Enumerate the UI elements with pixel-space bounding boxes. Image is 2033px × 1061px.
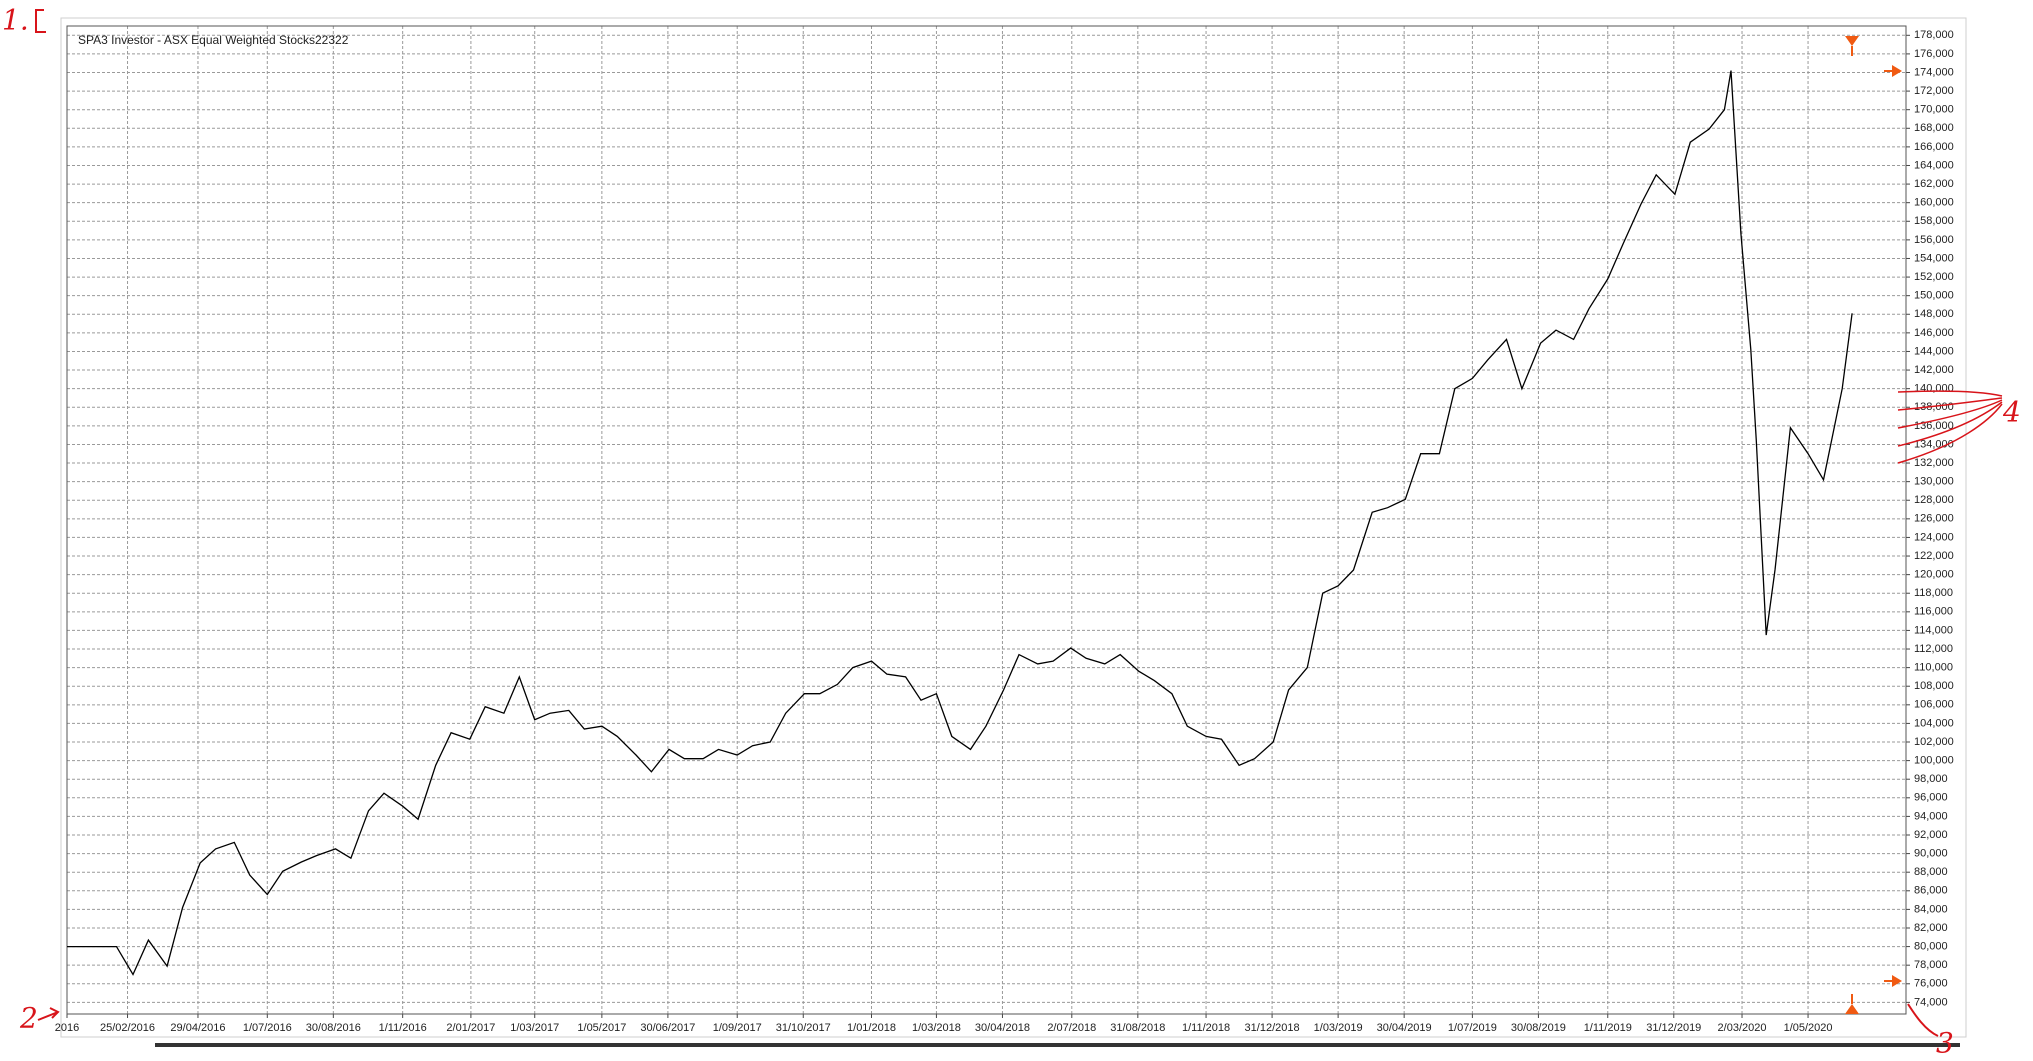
y-tick-label: 160,000 [1914,197,1954,209]
y-tick-label: 168,000 [1914,122,1954,134]
y-tick-label: 138,000 [1914,401,1954,413]
y-tick-label: 122,000 [1914,550,1954,562]
x-tick-label: 31/12/2019 [1646,1022,1701,1034]
y-tick-label: 144,000 [1914,345,1954,357]
y-tick-label: 80,000 [1914,940,1948,952]
y-tick-label: 100,000 [1914,755,1954,767]
y-tick-label: 136,000 [1914,420,1954,432]
y-tick-label: 88,000 [1914,866,1948,878]
x-tick-label: 2/03/2020 [1718,1022,1767,1034]
y-tick-label: 178,000 [1914,29,1954,41]
y-tick-label: 140,000 [1914,383,1954,395]
y-tick-label: 166,000 [1914,141,1954,153]
y-tick-label: 90,000 [1914,848,1948,860]
x-tick-label: 1/05/2020 [1784,1022,1833,1034]
y-tick-label: 162,000 [1914,178,1954,190]
annotation: 4 [2002,396,2021,429]
plot-area: 74,000 76,000 78,000 80,000 82,000 84,000 86,0… [55,25,1954,1034]
marker [1884,975,1902,987]
x-tick-label: 2/01/2017 [446,1022,495,1034]
annotation-lines [1897,390,2003,464]
y-tick-label: 134,000 [1914,438,1954,450]
price-line [67,70,1853,976]
x-tick-label: 1/09/2017 [713,1022,762,1034]
x-tick-label: 1/03/2019 [1314,1022,1363,1034]
y-tick-label: 106,000 [1914,699,1954,711]
x-tick-label: 30/08/2019 [1511,1022,1566,1034]
y-tick-label: 94,000 [1914,810,1948,822]
y-tick-label: 130,000 [1914,476,1954,488]
x-tick-label: 31/12/2018 [1245,1022,1300,1034]
x-tick-label: 25/02/2016 [100,1022,155,1034]
y-tick-label: 118,000 [1914,587,1953,599]
y-tick-label: 82,000 [1914,922,1948,934]
y-tick-label: 74,000 [1914,996,1948,1008]
marker [1884,65,1902,77]
y-tick-label: 146,000 [1914,327,1954,339]
annotation-arrow [37,1007,60,1021]
y-tick-label: 152,000 [1914,271,1954,283]
y-tick-label: 170,000 [1914,104,1954,116]
y-tick-label: 158,000 [1914,215,1954,227]
x-tick-label: 30/04/2018 [975,1022,1030,1034]
y-tick-label: 150,000 [1914,290,1954,302]
y-tick-label: 114,000 [1914,624,1953,636]
y-tick-label: 110,000 [1914,662,1953,674]
y-tick-label: 174,000 [1914,66,1954,78]
y-tick-label: 116,000 [1914,606,1953,618]
chart-title: SPA3 Investor - ASX Equal Weighted Stock… [78,33,349,47]
annotation: 2 [19,1002,38,1035]
x-tick-label: 30/06/2017 [640,1022,695,1034]
y-tick-label: 92,000 [1914,829,1948,841]
y-tick-label: 104,000 [1914,717,1954,729]
annotation-line [1907,1003,1939,1037]
y-tick-label: 148,000 [1914,308,1954,320]
y-tick-label: 96,000 [1914,792,1948,804]
y-tick-label: 112,000 [1914,643,1953,655]
y-tick-label: 78,000 [1914,959,1948,971]
x-tick-label: 1/03/2017 [510,1022,559,1034]
y-tick-label: 142,000 [1914,364,1954,376]
x-tick-label: 1/01/2018 [847,1022,896,1034]
x-tick-label: 31/10/2017 [776,1022,831,1034]
annotation-bracket [35,9,46,33]
x-tick-label: 30/08/2016 [306,1022,361,1034]
x-tick-label: 1/07/2019 [1448,1022,1497,1034]
x-tick-label: 2016 [55,1022,79,1034]
x-tick-label: 29/04/2016 [170,1022,225,1034]
y-tick-label: 128,000 [1914,494,1954,506]
x-tick-label: 1/11/2018 [1182,1022,1230,1034]
annotation: 3 [1936,1027,1954,1060]
x-tick-label: 1/07/2016 [243,1022,292,1034]
x-tick-label: 31/08/2018 [1110,1022,1165,1034]
x-tick-label: 1/05/2017 [577,1022,626,1034]
y-tick-label: 84,000 [1914,903,1948,915]
scroll-bar [155,1043,1960,1047]
y-tick-label: 98,000 [1914,773,1948,785]
y-tick-label: 176,000 [1914,48,1954,60]
y-tick-label: 164,000 [1914,159,1954,171]
y-tick-label: 132,000 [1914,457,1954,469]
x-tick-label: 1/11/2016 [379,1022,427,1034]
y-tick-label: 86,000 [1914,885,1948,897]
y-tick-label: 124,000 [1914,531,1954,543]
plot-border [66,25,1907,1015]
y-tick-label: 154,000 [1914,252,1954,264]
y-tick-label: 76,000 [1914,978,1948,990]
y-tick-label: 172,000 [1914,85,1954,97]
x-tick-label: 2/07/2018 [1047,1022,1096,1034]
marker [1845,36,1859,56]
x-tick-label: 1/03/2018 [912,1022,961,1034]
y-tick-label: 120,000 [1914,569,1954,581]
y-tick-label: 126,000 [1914,513,1954,525]
annotation: 1. [2,4,29,37]
y-tick-label: 102,000 [1914,736,1954,748]
chart-frame [60,17,1967,1038]
marker [1845,994,1859,1014]
y-tick-label: 156,000 [1914,234,1954,246]
x-tick-label: 1/11/2019 [1584,1022,1632,1034]
y-tick-label: 108,000 [1914,680,1954,692]
x-tick-label: 30/04/2019 [1377,1022,1432,1034]
